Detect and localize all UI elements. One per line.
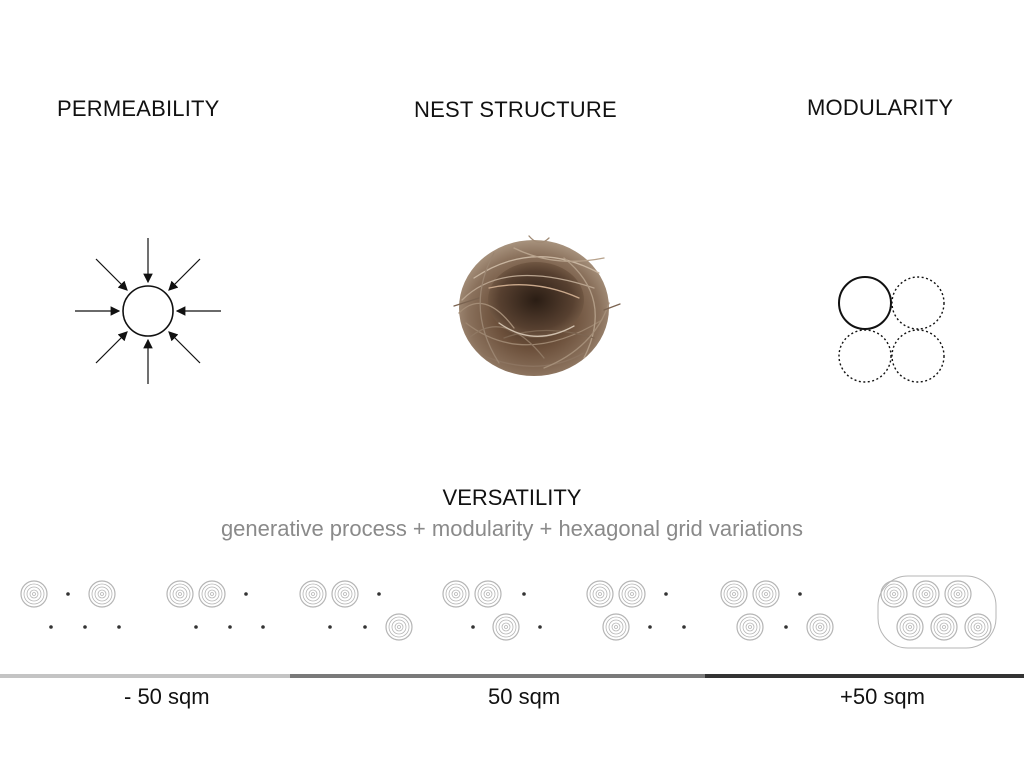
module <box>299 580 327 608</box>
arrow-bottom-left <box>95 331 128 364</box>
versatility-title: VERSATILITY <box>442 485 582 510</box>
grid-point <box>377 592 381 596</box>
scale-label-small: - 50 sqm <box>124 684 210 709</box>
scale-bar-large <box>705 674 1024 678</box>
module <box>166 580 194 608</box>
grid-point <box>664 592 668 596</box>
module <box>880 580 908 608</box>
grid-point <box>538 625 542 629</box>
module <box>442 580 470 608</box>
module-dotted-1 <box>891 276 945 330</box>
module <box>896 613 924 641</box>
module <box>912 580 940 608</box>
scale-bar-medium <box>290 674 705 678</box>
grid-point <box>798 592 802 596</box>
arrow-bottom-right <box>168 331 201 364</box>
module <box>602 613 630 641</box>
permeability-circle <box>122 285 174 337</box>
module-solid <box>838 276 892 330</box>
module-dotted-2 <box>838 329 892 383</box>
grid-point <box>363 625 367 629</box>
module-sequence <box>20 575 997 649</box>
module <box>618 580 646 608</box>
nest-structure-heading: NEST STRUCTURE <box>414 97 617 122</box>
module <box>944 580 972 608</box>
grid-point <box>194 625 198 629</box>
module-cluster-outline <box>877 575 997 649</box>
grid-point <box>49 625 53 629</box>
versatility-subtitle: generative process + modularity + hexago… <box>220 516 804 541</box>
area-scale-bar <box>0 674 1024 678</box>
bird-nest-icon <box>453 235 621 376</box>
module <box>586 580 614 608</box>
module <box>474 580 502 608</box>
modularity-heading: MODULARITY <box>807 95 954 120</box>
arrow-top-right <box>168 258 201 291</box>
module-dotted-3 <box>891 329 945 383</box>
scale-label-large: +50 sqm <box>840 684 925 709</box>
module <box>736 613 764 641</box>
grid-point <box>261 625 265 629</box>
grid-point <box>522 592 526 596</box>
circle-modules-icon <box>838 276 945 383</box>
arrow-top-left <box>95 258 128 291</box>
scale-bar-small <box>0 674 290 678</box>
grid-point <box>83 625 87 629</box>
grid-point <box>648 625 652 629</box>
module <box>930 613 958 641</box>
module <box>964 613 992 641</box>
module <box>20 580 48 608</box>
module <box>198 580 226 608</box>
module <box>385 613 413 641</box>
grid-point <box>228 625 232 629</box>
grid-point <box>66 592 70 596</box>
module <box>806 613 834 641</box>
grid-point <box>244 592 248 596</box>
grid-point <box>328 625 332 629</box>
scale-label-medium: 50 sqm <box>488 684 561 709</box>
module <box>88 580 116 608</box>
module <box>331 580 359 608</box>
grid-point <box>471 625 475 629</box>
permeability-heading: PERMEABILITY <box>57 96 220 121</box>
grid-point <box>784 625 788 629</box>
module <box>752 580 780 608</box>
grid-point <box>682 625 686 629</box>
module <box>492 613 520 641</box>
grid-point <box>117 625 121 629</box>
module <box>720 580 748 608</box>
permeability-arrows-icon <box>75 238 221 384</box>
